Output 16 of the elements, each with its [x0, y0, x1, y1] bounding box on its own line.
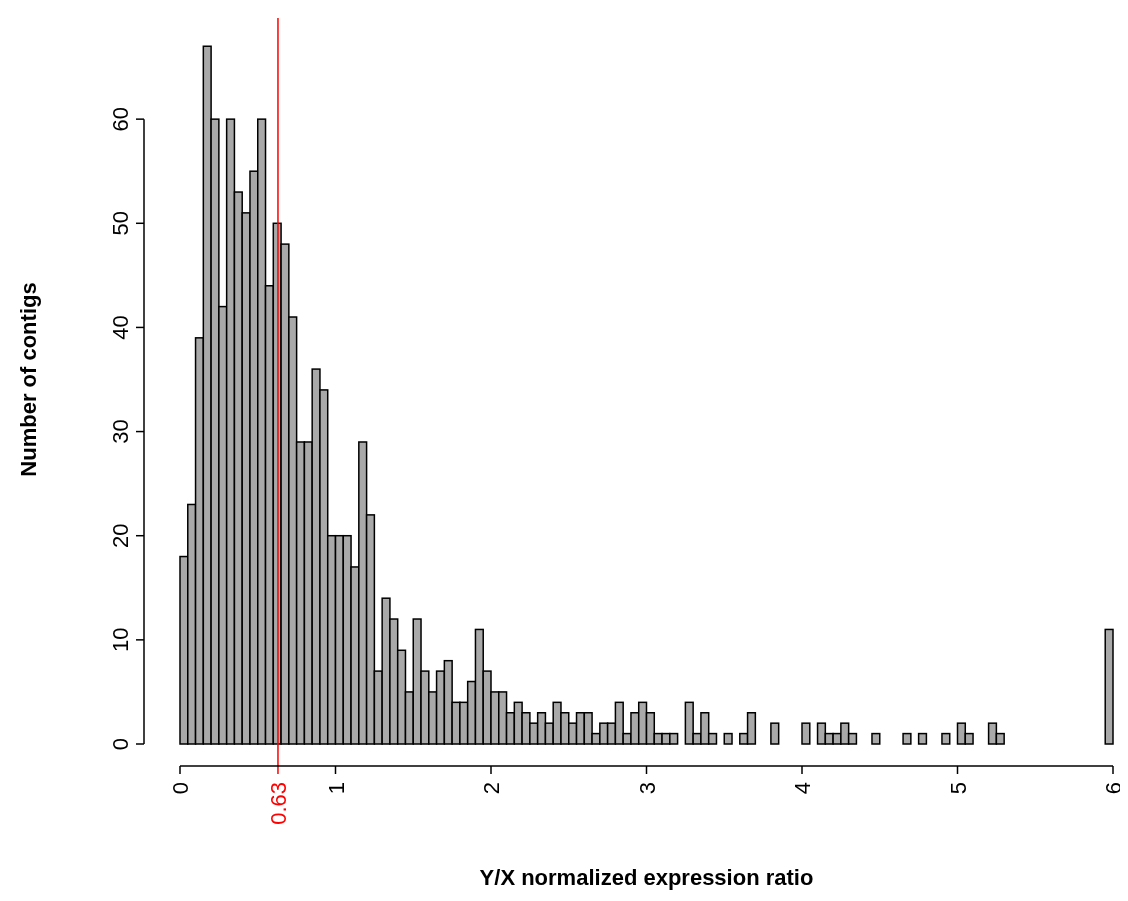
ref-line-label: 0.63 — [265, 782, 291, 825]
x-tick-label: 1 — [323, 782, 349, 795]
x-tick-label: 3 — [634, 782, 660, 795]
x-tick-label: 4 — [790, 782, 815, 795]
x-tick-label: 5 — [945, 782, 971, 795]
x-axis-title: Y/X normalized expression ratio — [479, 865, 814, 890]
x-tick-label: 2 — [479, 782, 504, 795]
y-tick-label: 40 — [108, 315, 133, 340]
y-axis-title: Number of contigs — [16, 282, 41, 477]
y-tick-label: 20 — [108, 523, 133, 548]
y-tick-label: 0 — [108, 737, 133, 751]
y-tick-label: 10 — [108, 627, 133, 653]
y-tick-label: 60 — [108, 106, 133, 132]
x-tick-label: 0 — [168, 782, 193, 795]
y-tick-label: 50 — [108, 211, 133, 236]
y-tick-label: 30 — [108, 419, 133, 444]
